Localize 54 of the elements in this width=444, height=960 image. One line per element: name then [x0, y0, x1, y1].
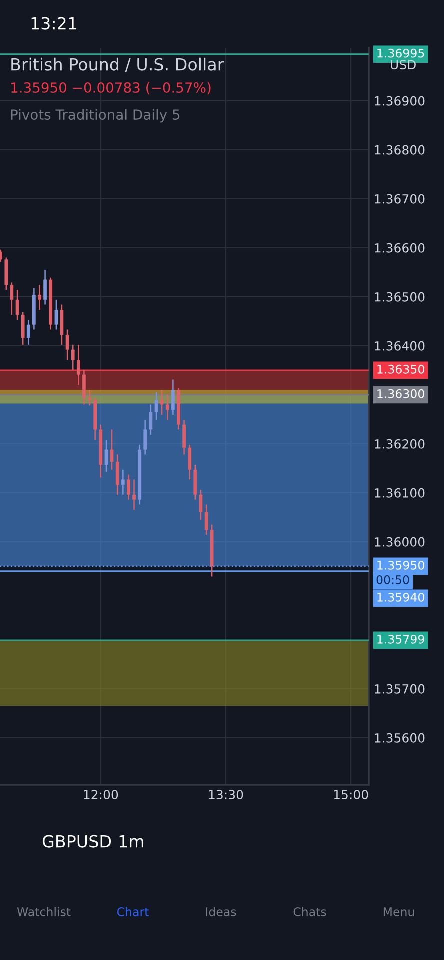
candlestick: [21, 312, 25, 346]
candlestick: [82, 369, 86, 406]
text: Ideas: [206, 907, 236, 916]
annotation: Pivots Traditional Daily 5: [11, 109, 180, 123]
y-tick-label: 1.36800: [375, 145, 425, 155]
ref-line-label: 1.36300: [378, 389, 424, 398]
ref-line-label: 1.36995: [378, 48, 424, 58]
candlestick: [144, 419, 148, 456]
y-tick-label: 1.36000: [375, 537, 425, 547]
candlestick: [71, 344, 75, 371]
candlestick: [132, 479, 136, 511]
candlestick: [54, 299, 58, 330]
text: GBPUSD: [42, 835, 112, 848]
text: 00:50: [376, 575, 410, 584]
ref-line-label: 1.35799: [378, 634, 424, 644]
x-tick-label: 15:00: [334, 790, 368, 800]
y-tick-label: 1.36600: [375, 243, 425, 253]
y-tick-label: 1.36400: [375, 341, 425, 351]
x-tick-label: 12:00: [84, 790, 118, 800]
candlestick: [166, 394, 170, 421]
y-tick-label: 1.35600: [375, 733, 425, 743]
text: Menu: [384, 908, 414, 916]
candlestick: [116, 454, 120, 496]
candlestick: [0, 249, 3, 263]
candlestick: [66, 329, 70, 361]
candlestick: [76, 344, 80, 386]
text: Chats: [294, 907, 326, 916]
text: 1m: [120, 835, 144, 848]
ref-line-label: 1.35950: [378, 560, 424, 570]
candlestick: [188, 444, 192, 480]
candlestick: [182, 419, 186, 456]
candlestick: [38, 284, 42, 311]
x-tick-label: 13:30: [209, 790, 244, 800]
y-tick-label: 1.36900: [375, 96, 425, 106]
candlestick: [126, 474, 130, 500]
text: 1.35950 −0.00783 (−0.57%): [12, 82, 211, 95]
candlestick: [121, 469, 125, 496]
text: 13:21: [32, 17, 76, 30]
y-tick-label: 1.36700: [375, 194, 425, 204]
candlestick: [88, 389, 92, 406]
y-tick-label: 1.36200: [375, 439, 425, 449]
text: USD: [391, 60, 416, 70]
candlestick: [26, 319, 30, 346]
text: British Pound / U.S. Dollar: [12, 58, 224, 72]
ref-line-label: 1.36350: [378, 364, 424, 374]
text: Chart: [117, 907, 149, 916]
y-tick-label: 1.35700: [375, 684, 425, 694]
y-tick-label: 1.36100: [375, 488, 425, 498]
legend-label: 1.35940: [378, 592, 424, 602]
y-tick-label: 1.36500: [375, 292, 425, 302]
candlestick: [10, 282, 14, 316]
text: Watchlist: [17, 907, 71, 916]
candlestick: [44, 269, 47, 306]
candlestick: [172, 379, 175, 416]
